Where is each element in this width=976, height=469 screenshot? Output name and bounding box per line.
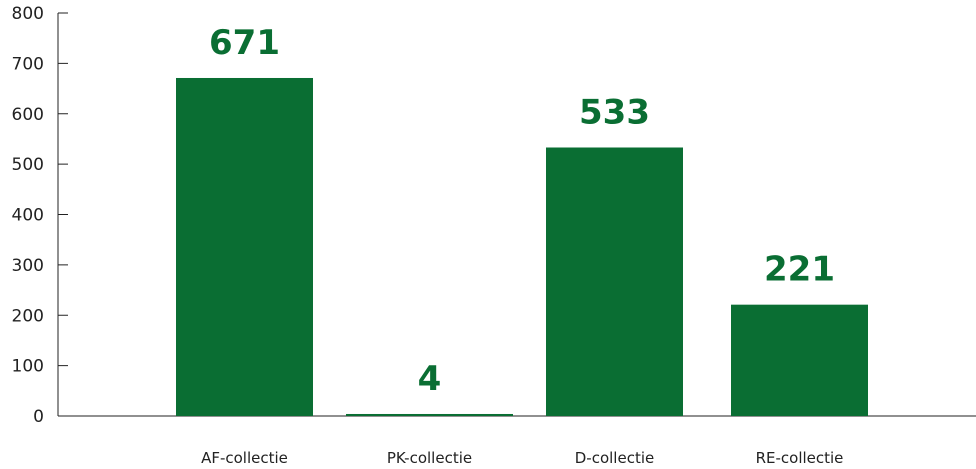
- data-label: 221: [764, 250, 835, 290]
- y-tick-label: 700: [12, 54, 44, 74]
- y-tick-label: 800: [12, 4, 44, 24]
- data-label: 533: [579, 93, 650, 133]
- category-label: PK-collectie: [387, 449, 472, 467]
- y-tick-label: 300: [12, 256, 44, 276]
- data-labels: 671 4 533 221: [209, 23, 835, 399]
- bar-re-collectie: [731, 304, 868, 416]
- bars: [176, 77, 868, 416]
- bar-af-collectie: [176, 77, 313, 416]
- bar-d-collectie: [546, 147, 683, 416]
- y-tick-label: 200: [12, 306, 44, 326]
- category-label: RE-collectie: [756, 449, 844, 467]
- category-label: D-collectie: [575, 449, 654, 467]
- y-tick-label: 600: [12, 105, 44, 125]
- data-label: 4: [418, 359, 442, 399]
- category-labels: AF-collectie PK-collectie D-collectie RE-co…: [201, 449, 843, 467]
- category-label: AF-collectie: [201, 449, 288, 467]
- data-label: 671: [209, 23, 280, 63]
- y-tick-label: 400: [12, 206, 44, 226]
- y-tick-label: 500: [12, 155, 44, 175]
- bar-pk-collectie: [346, 413, 513, 416]
- y-tick-label: 100: [12, 357, 44, 377]
- y-tick-label: 0: [33, 407, 44, 427]
- y-axis-ticks: 0 100 200 300 400 500 600 700 800: [12, 4, 68, 427]
